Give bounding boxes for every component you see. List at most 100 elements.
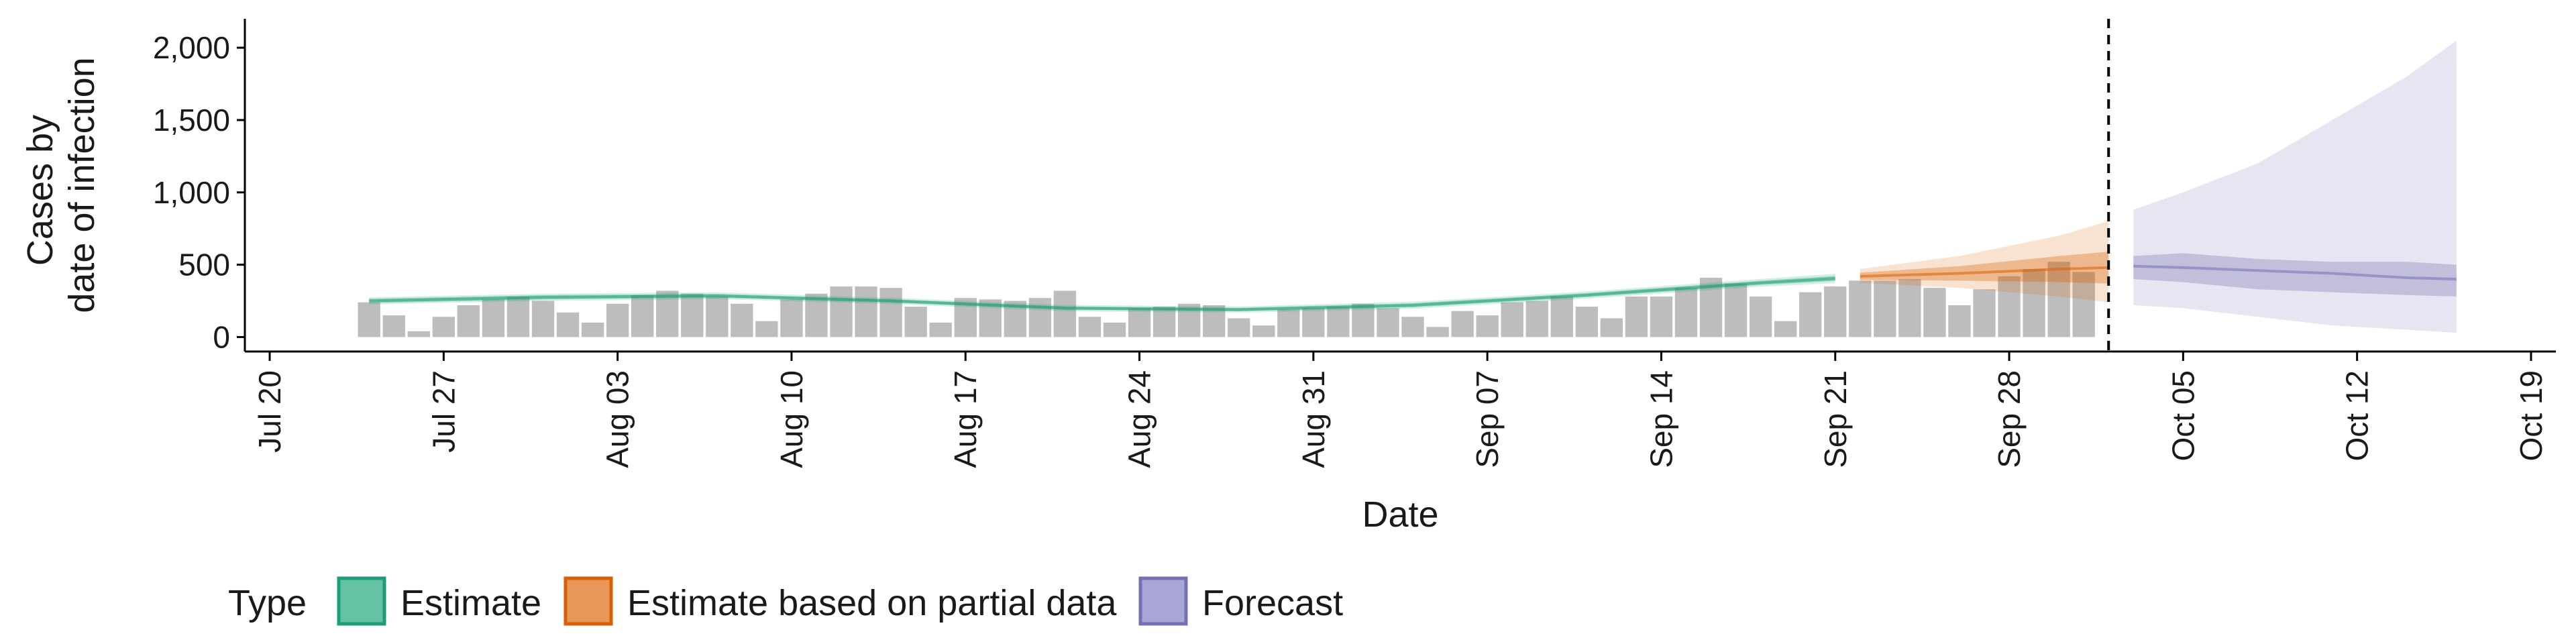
case-bar	[1625, 297, 1648, 337]
case-bar	[1799, 292, 1822, 337]
case-bar	[382, 315, 405, 337]
y-axis-title-line-1: Cases by	[20, 115, 60, 266]
y-axis-ticks: 0 500 1,000 1,500 2,000	[153, 30, 245, 354]
case-bar	[1575, 307, 1598, 337]
axes: 0 500 1,000 1,500 2,000 Jul 20 Jul 27 Aug 03 Au…	[153, 19, 2556, 468]
legend-title: Type	[228, 583, 307, 623]
legend-item-label: Estimate	[400, 583, 541, 623]
legend-key	[564, 576, 613, 626]
case-bar	[1152, 307, 1176, 337]
case-bar	[1277, 309, 1300, 337]
case-bar	[1998, 276, 2021, 337]
case-bar	[1401, 317, 1424, 337]
outer-band	[1860, 221, 2109, 303]
case-bar	[1650, 297, 1673, 337]
case-bar	[1053, 290, 1077, 337]
case-bar	[2047, 262, 2070, 337]
y-tick-label: 2,000	[153, 30, 230, 65]
case-bar	[656, 290, 679, 337]
case-bar	[1550, 297, 1573, 337]
inner-band	[2133, 253, 2457, 297]
x-axis-ticks: Jul 20 Jul 27 Aug 03 Aug 10 Aug 17 Aug 24 Aug …	[252, 352, 2548, 468]
x-tick-label: Sep 21	[1818, 370, 1853, 468]
case-bar	[457, 305, 480, 337]
case-bar	[606, 303, 629, 337]
case-bar	[1228, 318, 1250, 337]
x-tick-label: Oct 19	[2514, 370, 2548, 462]
legend-item-label: Forecast	[1202, 583, 1343, 623]
case-bar	[1923, 288, 1946, 337]
x-tick-label: Oct 05	[2165, 370, 2200, 462]
x-tick-label: Oct 12	[2340, 370, 2375, 462]
case-bar	[407, 331, 430, 337]
case-bar	[1724, 283, 1748, 337]
case-bar	[706, 297, 729, 337]
case-bar	[482, 299, 505, 337]
case-bar	[1078, 317, 1102, 337]
case-bar	[1252, 325, 1275, 337]
case-bar	[531, 301, 555, 337]
case-bar	[556, 312, 580, 337]
case-bar	[780, 299, 803, 337]
x-axis-title: Date	[1362, 494, 1438, 535]
x-tick-label: Sep 28	[1992, 370, 2027, 468]
case-bar	[830, 286, 853, 337]
x-tick-label: Sep 07	[1470, 370, 1505, 468]
case-bar	[904, 307, 927, 337]
case-bar	[879, 288, 902, 337]
case-bar	[432, 317, 455, 337]
x-tick-label: Sep 14	[1644, 370, 1678, 468]
case-bar	[929, 322, 952, 337]
legend-key	[1138, 576, 1188, 626]
case-bars	[358, 262, 2095, 337]
case-bar	[1501, 302, 1523, 337]
estimate-bands	[369, 40, 2457, 333]
y-axis-title: Cases by date of infection	[20, 57, 102, 313]
case-bar	[1302, 308, 1325, 337]
case-bar	[1674, 288, 1698, 337]
case-bar	[1451, 311, 1474, 337]
case-bar	[731, 303, 753, 337]
outer-band	[2133, 40, 2457, 333]
case-bar	[1824, 286, 1847, 337]
y-tick-label: 0	[213, 319, 230, 354]
case-bar	[1774, 321, 1797, 337]
case-bar	[805, 293, 828, 337]
x-tick-label: Aug 03	[600, 370, 635, 468]
y-axis-title-line-2: date of infection	[62, 57, 102, 313]
x-tick-label: Aug 10	[774, 370, 809, 468]
x-tick-label: Jul 20	[252, 370, 287, 453]
case-bar	[1749, 297, 1772, 337]
case-bar	[1327, 307, 1350, 337]
case-bar	[755, 321, 778, 337]
case-bar	[581, 322, 604, 337]
case-bar	[358, 302, 380, 337]
case-bar	[681, 293, 704, 337]
y-tick-label: 500	[178, 248, 230, 282]
case-bar	[1476, 315, 1499, 337]
legend: Type Estimate Estimate based on partial d…	[228, 576, 1343, 626]
case-bar	[1948, 305, 1971, 337]
y-tick-label: 1,500	[153, 103, 230, 138]
case-bar	[1973, 289, 1996, 337]
case-bar	[2023, 269, 2045, 337]
case-bar	[1028, 298, 1052, 337]
case-bar	[1352, 303, 1375, 337]
case-bar	[1128, 308, 1151, 337]
case-bar	[1377, 308, 1399, 337]
case-bar	[1898, 279, 1921, 337]
case-bar	[855, 286, 877, 337]
case-bar	[1426, 327, 1449, 337]
x-tick-label: Aug 31	[1296, 370, 1331, 468]
legend-item-label: Estimate based on partial data	[627, 583, 1117, 623]
case-bar	[1849, 280, 1872, 337]
median-line	[2133, 264, 2457, 281]
x-tick-label: Jul 27	[426, 370, 461, 453]
y-tick-label: 1,000	[153, 175, 230, 210]
case-bar	[1874, 280, 1896, 337]
case-bar	[1525, 301, 1548, 337]
median-line	[369, 277, 1835, 311]
legend-key	[337, 576, 386, 626]
x-tick-label: Aug 17	[948, 370, 983, 468]
